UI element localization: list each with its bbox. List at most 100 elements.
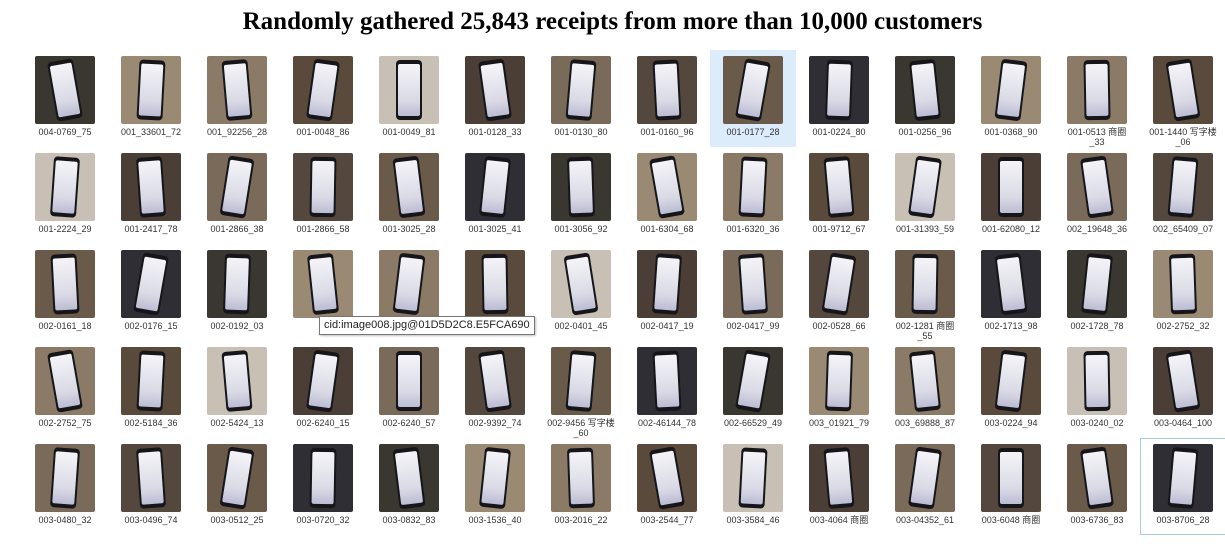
file-thumbnail[interactable]: 001_92256_28 xyxy=(194,50,280,147)
file-thumbnail[interactable]: 002-66529_49 xyxy=(710,341,796,438)
file-thumbnail[interactable]: 002-1728_78 xyxy=(1054,244,1140,341)
file-thumbnail[interactable]: 003-0496_74 xyxy=(108,438,194,535)
file-thumbnail[interactable]: 003-0720_32 xyxy=(280,438,366,535)
file-thumbnail[interactable]: 002-1713_98 xyxy=(968,244,1054,341)
file-thumbnail[interactable]: 003-6736_83 xyxy=(1054,438,1140,535)
file-name-label: 001-6304_68 xyxy=(640,224,694,234)
receipt-photo-image xyxy=(895,444,955,512)
file-thumbnail[interactable]: 003_01921_79 xyxy=(796,341,882,438)
file-thumbnail[interactable]: 002-46144_78 xyxy=(624,341,710,438)
file-thumbnail[interactable]: 003-0512_25 xyxy=(194,438,280,535)
file-thumbnail[interactable]: 003-6048 商圈 xyxy=(968,438,1054,535)
file-thumbnail[interactable]: 001-0224_80 xyxy=(796,50,882,147)
file-name-label: 002-6240_15 xyxy=(296,418,350,428)
receipt-photo-image xyxy=(207,56,267,124)
file-thumbnail[interactable]: 001-6320_36 xyxy=(710,147,796,244)
file-thumbnail[interactable] xyxy=(452,244,538,341)
file-thumbnail[interactable]: 003-2016_22 xyxy=(538,438,624,535)
file-name-label: 003-4064 商圈 xyxy=(809,515,869,525)
file-thumbnail[interactable]: 001-0256_96 xyxy=(882,50,968,147)
file-thumbnail[interactable]: 001_33601_72 xyxy=(108,50,194,147)
file-name-label: 004-0769_75 xyxy=(38,127,92,137)
file-thumbnail[interactable] xyxy=(280,244,366,341)
file-thumbnail[interactable]: 003-4064 商圈 xyxy=(796,438,882,535)
file-thumbnail[interactable]: 002-2752_75 xyxy=(22,341,108,438)
file-thumbnail[interactable]: 003-1536_40 xyxy=(452,438,538,535)
phone-icon xyxy=(1168,253,1198,315)
file-thumbnail[interactable] xyxy=(366,244,452,341)
receipt-photo-image xyxy=(1067,153,1127,221)
receipt-photo-image xyxy=(1067,56,1127,124)
file-thumbnail[interactable]: 001-0048_86 xyxy=(280,50,366,147)
file-thumbnail[interactable]: 003-0240_02 xyxy=(1054,341,1140,438)
file-thumbnail[interactable]: 002_65409_07 xyxy=(1140,147,1225,244)
file-thumbnail[interactable]: 003-0480_32 xyxy=(22,438,108,535)
file-thumbnail[interactable]: 002-9456 写字楼 _60 xyxy=(538,341,624,438)
file-name-label: 003-0224_94 xyxy=(984,418,1038,428)
file-thumbnail[interactable]: 001-62080_12 xyxy=(968,147,1054,244)
file-thumbnail[interactable]: 002-6240_15 xyxy=(280,341,366,438)
file-thumbnail[interactable]: 003-2544_77 xyxy=(624,438,710,535)
file-thumbnail[interactable]: 001-3056_92 xyxy=(538,147,624,244)
file-thumbnail[interactable]: 001-2224_29 xyxy=(22,147,108,244)
file-thumbnail[interactable]: 002-0401_45 xyxy=(538,244,624,341)
file-thumbnail[interactable]: 001-9712_67 xyxy=(796,147,882,244)
file-thumbnail[interactable]: 002-0528_66 xyxy=(796,244,882,341)
file-thumbnail[interactable]: 001-1440 写字楼 _06 xyxy=(1140,50,1225,147)
file-name-label: 001-2417_78 xyxy=(124,224,178,234)
file-thumbnail[interactable]: 003-04352_61 xyxy=(882,438,968,535)
phone-icon xyxy=(1079,446,1115,510)
file-thumbnail[interactable]: 001-0130_80 xyxy=(538,50,624,147)
file-thumbnail[interactable]: 001-0177_28 xyxy=(710,50,796,147)
file-thumbnail[interactable]: 002-0417_19 xyxy=(624,244,710,341)
file-thumbnail[interactable]: 001-2866_38 xyxy=(194,147,280,244)
file-thumbnail[interactable]: 001-0049_81 xyxy=(366,50,452,147)
file-thumbnail[interactable]: 003-0464_100 xyxy=(1140,341,1225,438)
file-name-label: 001_92256_28 xyxy=(206,127,268,137)
file-thumbnail[interactable]: 001-3025_28 xyxy=(366,147,452,244)
receipt-photo-image xyxy=(35,444,95,512)
file-thumbnail[interactable]: 001-0160_96 xyxy=(624,50,710,147)
file-thumbnail[interactable]: 001-0513 商圈 _33 xyxy=(1054,50,1140,147)
file-name-label: 003_69888_87 xyxy=(894,418,956,428)
file-thumbnail[interactable]: 003-3584_46 xyxy=(710,438,796,535)
receipt-photo-image xyxy=(723,444,783,512)
phone-icon xyxy=(734,58,772,122)
file-thumbnail[interactable]: 003_69888_87 xyxy=(882,341,968,438)
file-thumbnail[interactable]: 003-0224_94 xyxy=(968,341,1054,438)
phone-icon xyxy=(734,349,772,413)
file-thumbnail[interactable]: 004-0769_75 xyxy=(22,50,108,147)
file-thumbnail[interactable]: 002-0192_03 xyxy=(194,244,280,341)
file-name-label: 001_33601_72 xyxy=(120,127,182,137)
phone-icon xyxy=(994,252,1028,316)
file-thumbnail[interactable]: 002-0176_15 xyxy=(108,244,194,341)
file-thumbnail[interactable]: 001-0368_90 xyxy=(968,50,1054,147)
file-thumbnail[interactable]: 001-3025_41 xyxy=(452,147,538,244)
file-thumbnail[interactable]: 002-2752_32 xyxy=(1140,244,1225,341)
file-thumbnail[interactable]: 002_19648_36 xyxy=(1054,147,1140,244)
file-name-label: 001-62080_12 xyxy=(981,224,1041,234)
file-thumbnail[interactable]: 002-1281 商圈 _55 xyxy=(882,244,968,341)
file-name-label: 002-0192_03 xyxy=(210,321,264,331)
file-thumbnail[interactable]: 001-0128_33 xyxy=(452,50,538,147)
file-name-label: 001-9712_67 xyxy=(812,224,866,234)
file-thumbnail[interactable]: 002-0161_18 xyxy=(22,244,108,341)
file-thumbnail[interactable]: 002-5424_13 xyxy=(194,341,280,438)
file-thumbnail[interactable]: 002-9392_74 xyxy=(452,341,538,438)
file-thumbnail[interactable]: 001-2866_58 xyxy=(280,147,366,244)
file-name-label: 003-0832_83 xyxy=(382,515,436,525)
receipt-photo-image xyxy=(895,250,955,318)
file-thumbnail[interactable]: 003-0832_83 xyxy=(366,438,452,535)
file-name-label: 002-0176_15 xyxy=(124,321,178,331)
phone-icon xyxy=(396,351,422,411)
receipt-photo-image xyxy=(551,250,611,318)
file-name-label: 002-2752_32 xyxy=(1156,321,1210,331)
receipt-photo-image xyxy=(35,347,95,415)
file-thumbnail[interactable]: 001-2417_78 xyxy=(108,147,194,244)
file-thumbnail[interactable]: 001-6304_68 xyxy=(624,147,710,244)
file-thumbnail[interactable]: 002-6240_57 xyxy=(366,341,452,438)
file-thumbnail[interactable]: 002-5184_36 xyxy=(108,341,194,438)
file-thumbnail[interactable]: 003-8706_28 xyxy=(1140,438,1225,535)
file-thumbnail[interactable]: 001-31393_59 xyxy=(882,147,968,244)
file-thumbnail[interactable]: 002-0417_99 xyxy=(710,244,796,341)
